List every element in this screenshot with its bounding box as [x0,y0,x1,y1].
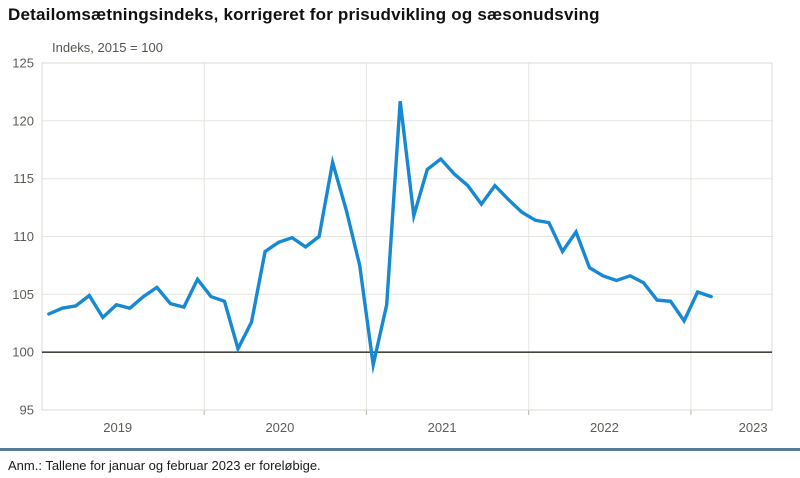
retail-index-line-chart: 95 100 105 110 115 120 125 2019 2020 2021 2022 2023 [12,56,773,435]
y-tick-label: 120 [12,113,34,128]
x-tick-label: 2023 [739,420,768,435]
series-line-retail-index [47,100,713,375]
x-tick-label: 2022 [590,420,619,435]
plot-border [41,62,773,411]
x-tick-label: 2021 [428,420,457,435]
x-tick-label: 2019 [103,420,132,435]
y-tick-label: 125 [12,56,34,71]
footnote: Anm.: Tallene for januar og februar 2023… [8,458,321,473]
x-tick-label: 2020 [265,420,294,435]
footer-divider [0,448,800,451]
unit-label: Indeks, 2015 = 100 [52,40,163,55]
y-tick-label: 115 [13,171,34,186]
y-tick-label: 100 [12,345,34,360]
page-title: Detailomsætningsindeks, korrigeret for p… [8,5,600,24]
y-tick-label: 110 [13,229,34,244]
y-tick-label: 95 [20,403,34,418]
y-tick-label: 105 [12,287,34,302]
